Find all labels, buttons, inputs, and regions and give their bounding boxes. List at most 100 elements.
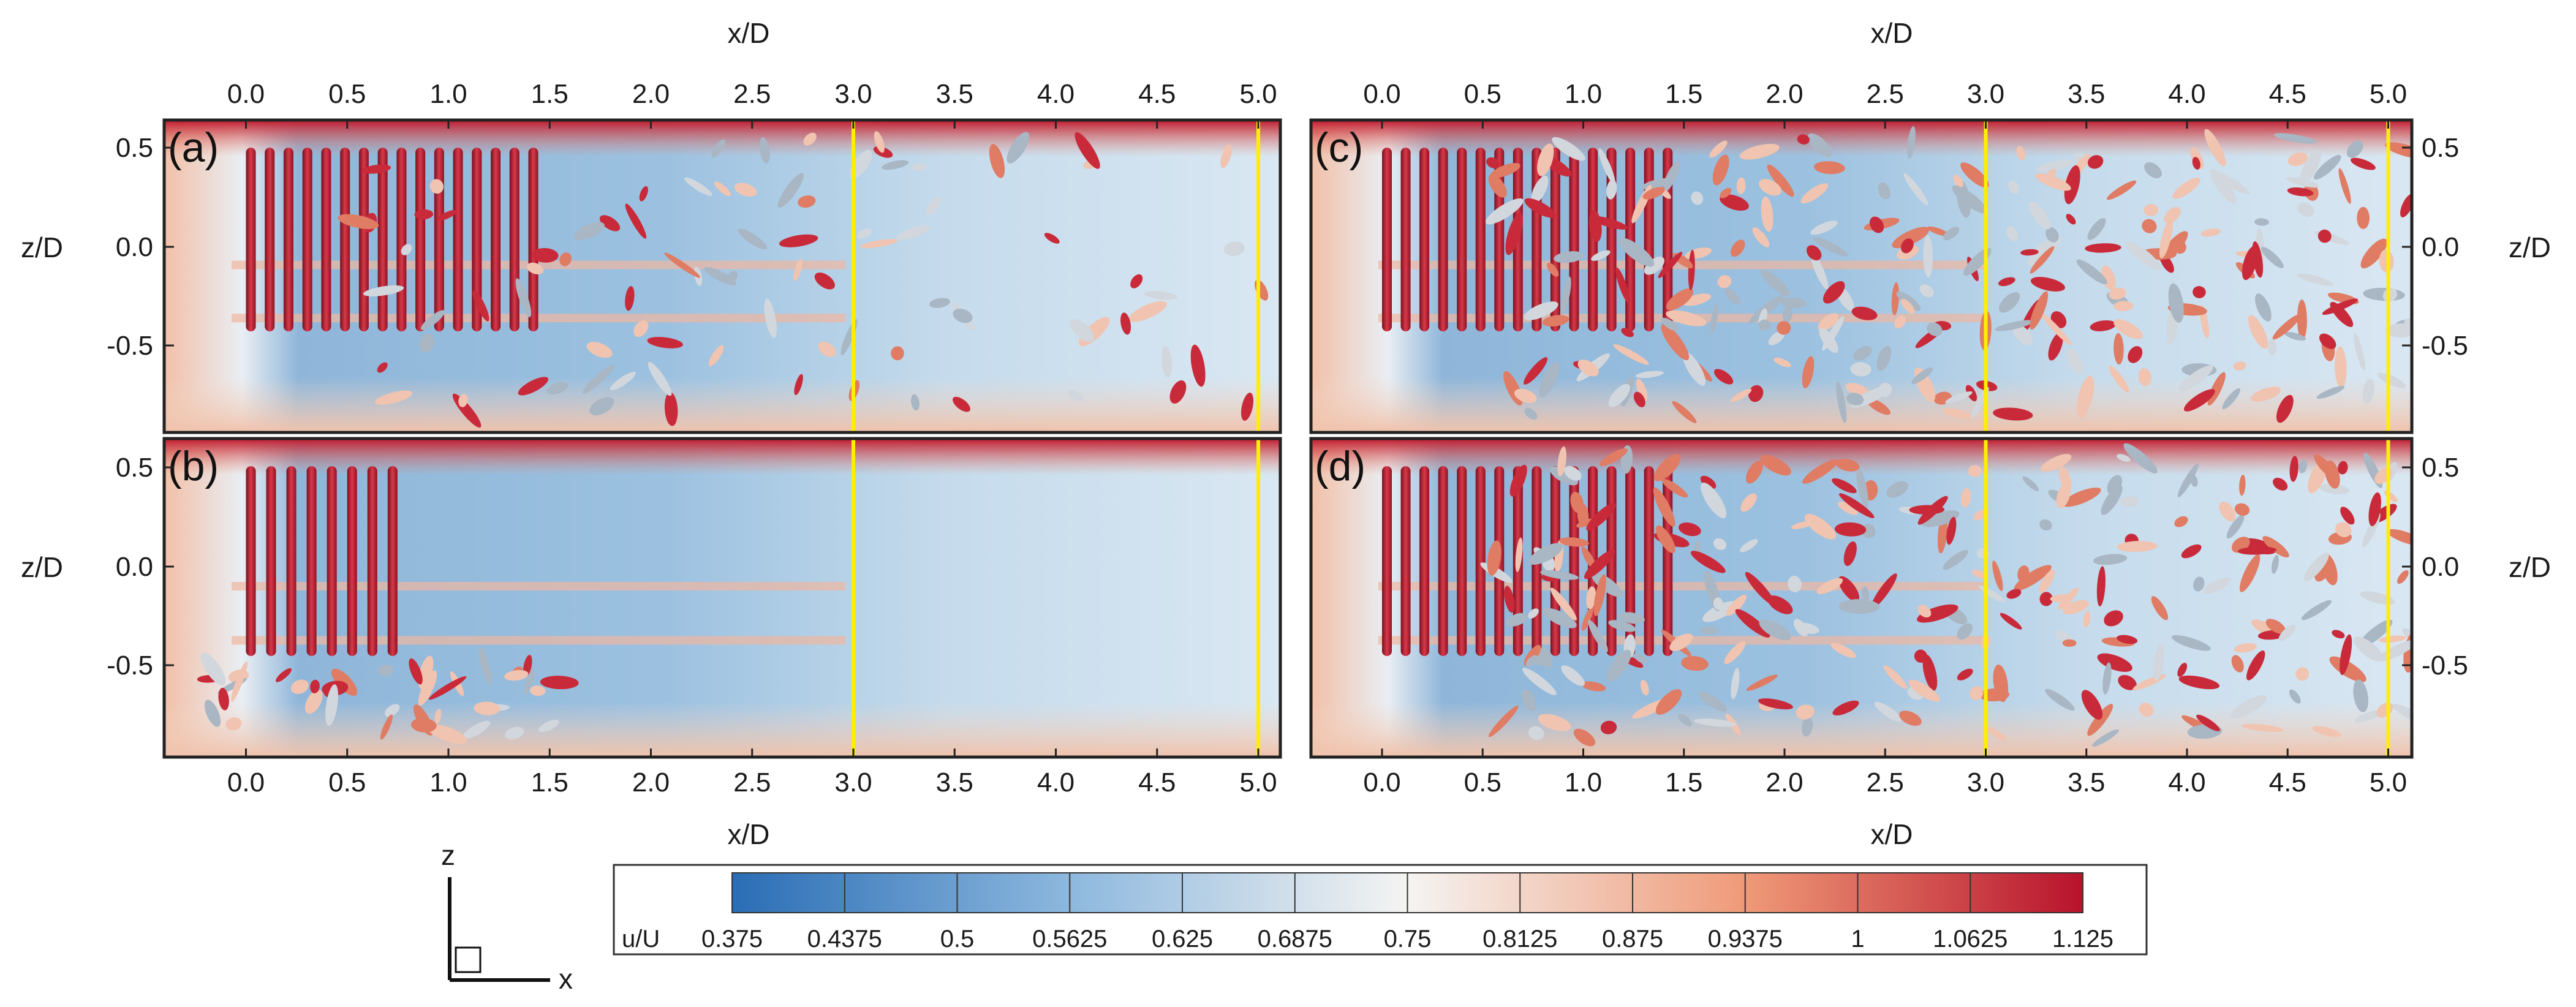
- tip-vortex: [1438, 466, 1448, 656]
- vortex-fragment: [2022, 476, 2039, 491]
- vortex-fragment: [1600, 720, 1617, 734]
- vortex-fragment: [1822, 315, 1845, 351]
- vortex-fragment: [1998, 277, 2015, 287]
- vortex-fragment: [1749, 295, 1784, 323]
- vortex-fragment: [2045, 227, 2059, 243]
- vortex-fragment: [1586, 586, 1596, 609]
- vortex-fragment: [794, 374, 803, 396]
- vortex-fragment: [1839, 493, 1875, 518]
- vortex-fragment: [2246, 650, 2265, 681]
- vortex-fragment: [1582, 606, 1594, 631]
- vortex-fragment: [599, 215, 621, 232]
- vortex-fragment: [1586, 503, 1616, 531]
- colorbar-tick-label: 0.375: [701, 926, 763, 952]
- vortex-fragment: [1552, 137, 1585, 161]
- tip-vortex: [246, 148, 256, 331]
- vortex-fragment: [1592, 572, 1623, 597]
- vortex-fragment: [2036, 160, 2074, 172]
- vortex-fragment: [1740, 539, 1758, 553]
- vortex-fragment: [1835, 458, 1860, 472]
- vortex-fragment: [2030, 277, 2065, 292]
- vortex-fragment: [1070, 319, 1094, 342]
- vortex-fragment: [2066, 348, 2083, 374]
- vortex-fragment: [1241, 393, 1254, 421]
- vortex-fragment: [2330, 301, 2354, 327]
- vortex-fragment: [1573, 728, 1596, 747]
- vortex-fragment: [2303, 553, 2329, 582]
- vortex-fragment: [1577, 360, 1599, 377]
- vortex-fragment: [1899, 711, 1922, 726]
- vortex-fragment: [2340, 507, 2355, 525]
- vortex-fragment: [1713, 538, 1726, 550]
- vortex-fragment: [711, 139, 726, 158]
- vortex-fragment: [1702, 601, 1737, 622]
- vortex-fragment: [1802, 459, 1838, 484]
- vortex-fragment: [540, 676, 579, 690]
- vortex-fragment: [2064, 165, 2080, 205]
- vortex-fragment: [1748, 385, 1764, 402]
- vortex-fragment: [911, 394, 920, 411]
- x-tick-label: 4.5: [1138, 79, 1176, 109]
- vortex-fragment: [1736, 177, 1746, 195]
- vortex-fragment: [1846, 393, 1864, 405]
- z-tick-label: 0.0: [116, 232, 153, 262]
- vortex-fragment: [1957, 668, 1973, 681]
- vortex-fragment: [2030, 246, 2055, 274]
- vortex-fragment: [734, 183, 757, 197]
- vortex-fragment: [1945, 391, 1973, 404]
- vortex-fragment: [463, 720, 491, 739]
- vortex-fragment: [1525, 655, 1538, 667]
- vortex-fragment: [2297, 299, 2307, 340]
- vortex-fragment: [1816, 578, 1843, 594]
- vortex-fragment: [1835, 522, 1867, 537]
- vortex-fragment: [1843, 541, 1857, 567]
- vortex-fragment: [1666, 288, 1694, 311]
- vortex-fragment: [2242, 723, 2283, 732]
- x-tick-label: 1.0: [429, 79, 467, 109]
- vortex-fragment: [647, 336, 683, 349]
- x-tick-label: 2.0: [632, 79, 670, 109]
- vortex-fragment: [2083, 611, 2091, 628]
- x-tick-label: 3.0: [1967, 79, 2004, 109]
- x-tick-label: 2.5: [1867, 768, 1904, 798]
- z-tick-label: 0.5: [2422, 133, 2459, 163]
- vortex-fragment: [2109, 287, 2126, 300]
- tip-vortex: [266, 466, 276, 656]
- z-tick-label: -0.5: [107, 331, 153, 361]
- vortex-fragment: [2261, 247, 2284, 268]
- near-wall-band: [164, 377, 1280, 432]
- z-tick-label: 0.5: [116, 133, 153, 163]
- x-tick-label: 0.5: [328, 79, 366, 109]
- vortex-fragment: [1690, 551, 1726, 573]
- vortex-fragment: [664, 392, 678, 426]
- vortex-fragment: [2357, 206, 2370, 229]
- vortex-fragment: [1618, 612, 1645, 624]
- vortex-fragment: [1891, 282, 1900, 315]
- vortex-fragment: [1731, 239, 1745, 257]
- vortex-fragment: [1896, 291, 1921, 311]
- vortex-fragment: [411, 718, 437, 733]
- vortex-fragment: [1927, 322, 1943, 336]
- vortex-fragment: [1788, 576, 1802, 592]
- vortex-fragment: [2151, 596, 2169, 620]
- vortex-fragment: [1488, 174, 1507, 198]
- vortex-fragment: [953, 308, 973, 323]
- vortex-fragment: [1550, 587, 1577, 620]
- tip-vortex: [367, 466, 377, 656]
- vortex-fragment: [2097, 653, 2132, 672]
- vortex-fragment: [1832, 700, 1859, 715]
- vortex-fragment: [1514, 388, 1537, 404]
- vortex-fragment: [1970, 686, 1984, 701]
- vortex-fragment: [1220, 144, 1232, 168]
- vortex-fragment: [1853, 345, 1872, 361]
- x-tick-label: 1.0: [1565, 768, 1602, 798]
- vortex-fragment: [1537, 143, 1554, 176]
- vortex-fragment: [2284, 332, 2306, 341]
- vortex-fragment: [1791, 521, 1813, 529]
- tip-vortex: [286, 466, 297, 656]
- vortex-fragment: [1120, 312, 1131, 335]
- vortex-fragment: [2231, 655, 2244, 673]
- vortex-fragment: [2233, 361, 2246, 371]
- vortex-fragment: [574, 222, 605, 241]
- vortex-fragment: [1524, 357, 1548, 385]
